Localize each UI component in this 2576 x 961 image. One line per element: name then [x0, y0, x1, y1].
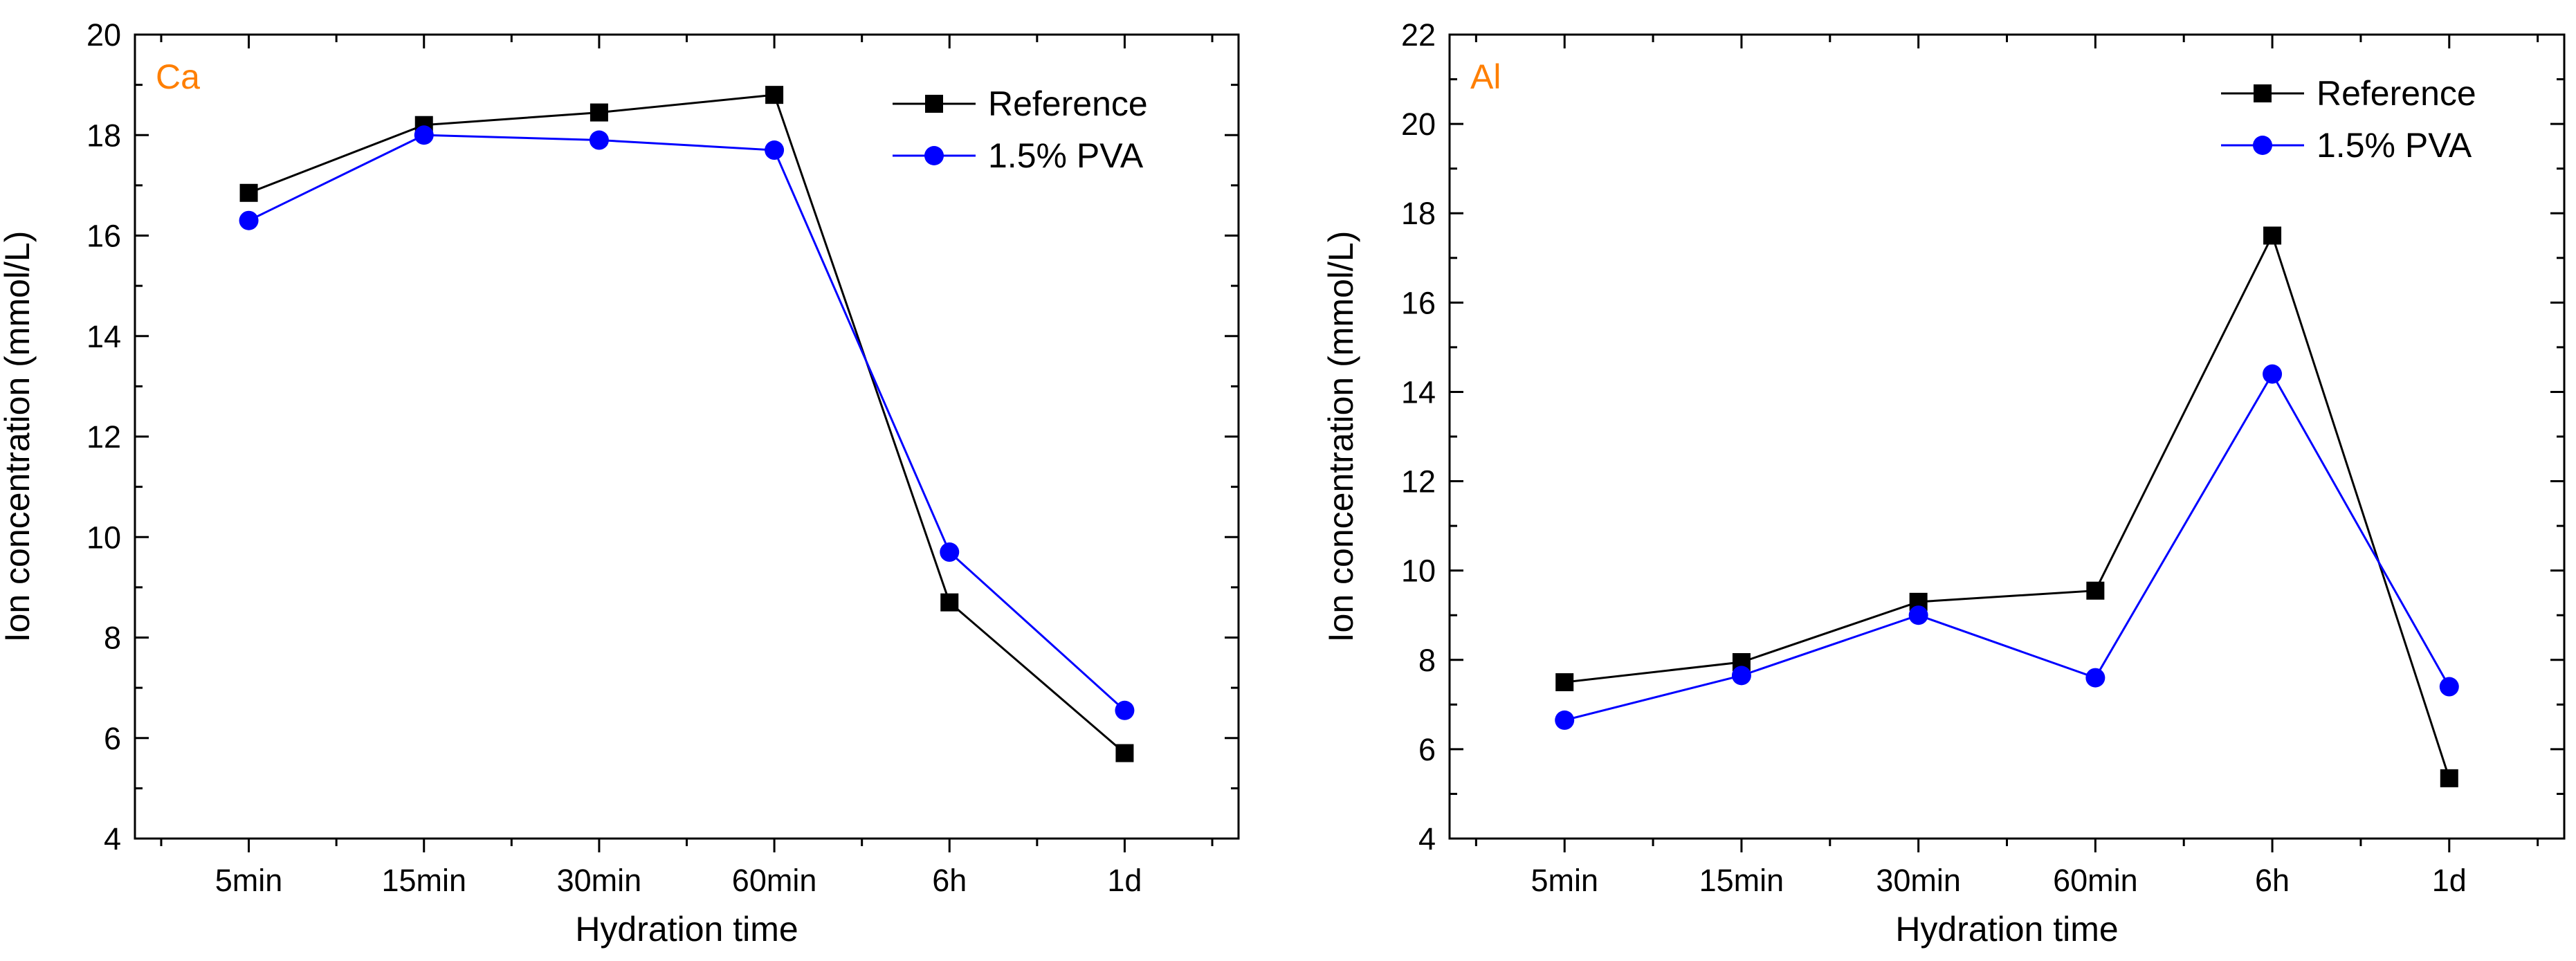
data-point-circle	[2439, 677, 2459, 697]
x-tick-label: 15min	[381, 863, 466, 898]
y-tick-label: 14	[86, 319, 121, 354]
y-tick-label: 4	[1418, 821, 1436, 857]
data-point-circle	[1555, 710, 1575, 730]
y-axis-title: Ion concentration (mmol/L)	[0, 231, 37, 643]
y-tick-label: 20	[1401, 107, 1436, 142]
y-tick-label: 6	[104, 721, 121, 756]
legend-marker-circle	[924, 146, 944, 165]
data-point-circle	[1908, 605, 1928, 625]
data-point-square	[1115, 744, 1134, 762]
x-tick-label: 6h	[932, 863, 967, 898]
legend-label: Reference	[2317, 74, 2476, 113]
y-tick-label: 6	[1418, 732, 1436, 767]
x-tick-label: 6h	[2255, 863, 2290, 898]
y-tick-label: 4	[104, 821, 121, 857]
data-point-square	[2086, 581, 2105, 600]
x-tick-label: 15min	[1699, 863, 1784, 898]
x-tick-label: 60min	[732, 863, 817, 898]
data-point-square	[765, 86, 784, 104]
data-point-square	[590, 103, 608, 122]
legend-marker-circle	[2253, 136, 2272, 155]
y-tick-label: 16	[1401, 285, 1436, 320]
series-line-reference	[1564, 232, 2451, 779]
data-point-square	[940, 593, 959, 612]
panel-label: Al	[1470, 57, 1501, 96]
y-tick-label: 10	[1401, 553, 1436, 589]
y-tick-label: 14	[1401, 374, 1436, 410]
x-tick-label: 30min	[1876, 863, 1961, 898]
data-point-circle	[940, 542, 960, 562]
data-point-circle	[1731, 666, 1751, 686]
legend-label: Reference	[988, 84, 1148, 123]
x-tick-label: 60min	[2053, 863, 2138, 898]
data-point-square	[2440, 769, 2458, 787]
al-chart: 4 6 8 10 12 14 16 18 20 22 5min 15min 30min 60min 6h 1d…	[1322, 17, 2566, 949]
data-point-circle	[1115, 700, 1135, 720]
data-point-circle	[239, 210, 259, 230]
legend-label: 1.5% PVA	[988, 136, 1144, 175]
legend-marker-square	[2254, 84, 2272, 102]
data-point-circle	[589, 130, 609, 150]
x-tick-label: 5min	[1531, 863, 1598, 898]
data-point-circle	[414, 125, 434, 145]
data-point-square	[1555, 673, 1574, 692]
y-tick-label: 18	[1401, 196, 1436, 231]
legend-label: 1.5% PVA	[2317, 126, 2472, 165]
series-line-1-5-pva	[1564, 372, 2451, 722]
y-tick-label: 22	[1401, 17, 1436, 53]
data-point-circle	[2085, 668, 2105, 688]
y-tick-label: 12	[1401, 464, 1436, 500]
series-line-1-5-pva	[248, 134, 1126, 711]
y-axis-title: Ion concentration (mmol/L)	[1322, 231, 1360, 643]
y-tick-label: 18	[86, 118, 121, 153]
x-axis-title: Hydration time	[1895, 910, 2118, 949]
y-tick-label: 16	[86, 219, 121, 254]
data-point-circle	[765, 140, 785, 161]
x-tick-label: 1d	[2432, 863, 2467, 898]
y-tick-label: 10	[86, 520, 121, 555]
x-tick-label: 30min	[557, 863, 642, 898]
data-point-square	[239, 183, 258, 202]
ca-chart: 4 6 8 10 12 14 16 18 20 5min 15min 30min 60min 6h 1d Hy…	[0, 17, 1240, 949]
y-tick-label: 20	[86, 17, 121, 53]
x-tick-label: 5min	[215, 863, 283, 898]
series-line-reference	[248, 93, 1126, 754]
data-point-square	[2263, 226, 2282, 245]
x-tick-label: 1d	[1107, 863, 1142, 898]
legend-marker-square	[925, 95, 943, 113]
panel-label: Ca	[156, 57, 200, 96]
y-tick-label: 8	[1418, 643, 1436, 678]
y-tick-label: 8	[104, 621, 121, 656]
x-axis-title: Hydration time	[575, 910, 798, 949]
y-tick-label: 12	[86, 419, 121, 455]
data-point-circle	[2263, 364, 2283, 384]
